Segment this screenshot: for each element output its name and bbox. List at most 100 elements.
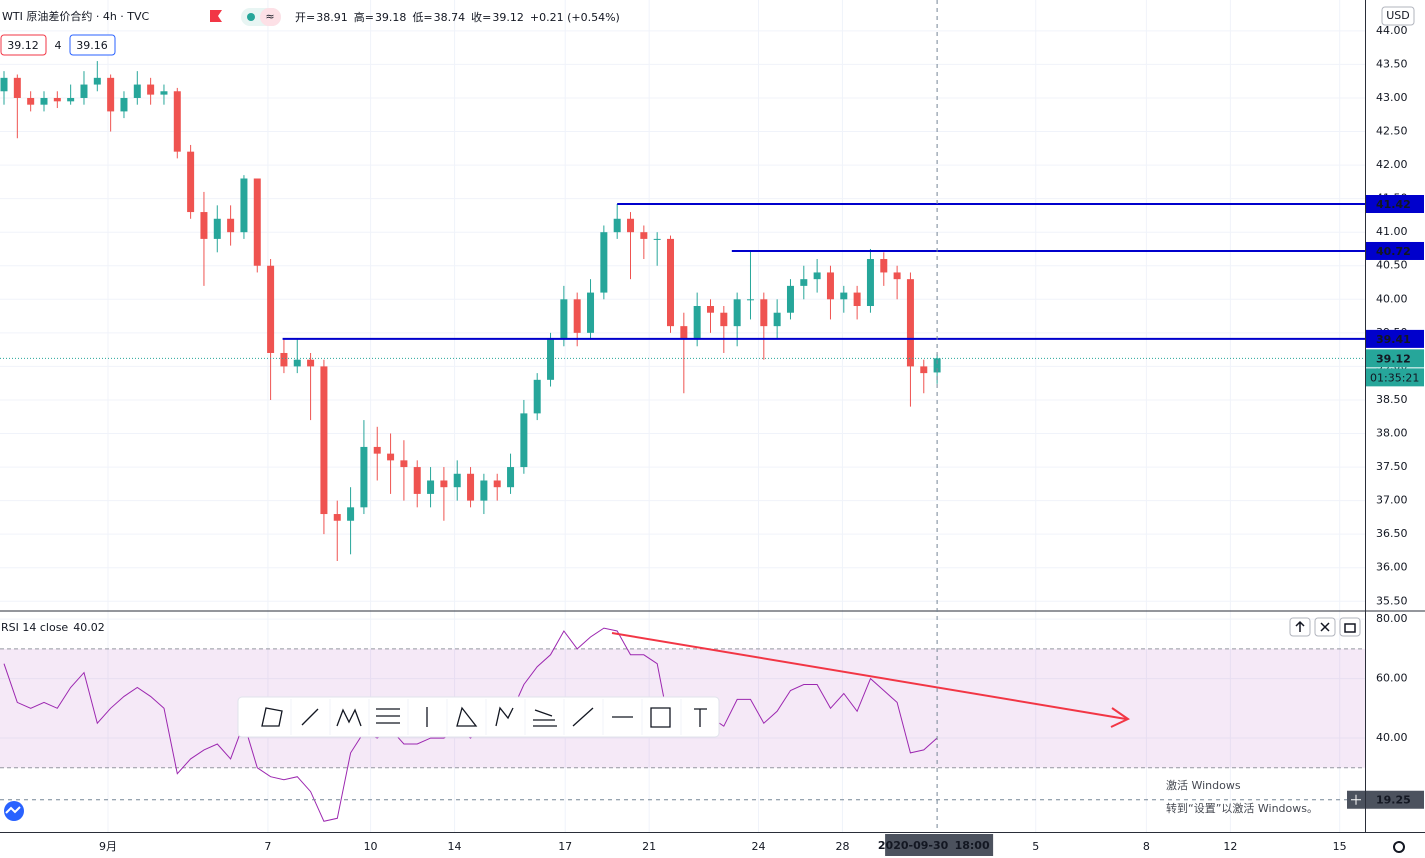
crosshair-time: 18:00 xyxy=(955,839,990,852)
candle-body xyxy=(200,212,208,239)
symbol: WTI 原油差价合约 · 4h · TVC xyxy=(2,9,150,23)
candle-body xyxy=(600,232,608,293)
currency-box xyxy=(1381,6,1415,26)
status-pill-2 xyxy=(260,8,281,26)
candle-body xyxy=(107,77,115,112)
watermark-title: 激活 Windows xyxy=(1166,778,1241,792)
trend-line xyxy=(611,632,1127,720)
candle-body xyxy=(786,285,794,313)
candle-body xyxy=(280,352,288,367)
crosshair-rsi-label: 19.25 xyxy=(1376,794,1411,807)
ohlc-value: 38.91 xyxy=(316,11,348,24)
spread: 4 xyxy=(55,39,62,52)
candle-body xyxy=(67,97,75,102)
toolbar-icon[interactable] xyxy=(261,707,283,727)
rsi-name: RSI 14 close xyxy=(1,621,68,634)
toolbar-icon[interactable] xyxy=(650,707,671,728)
candle-body xyxy=(253,178,261,266)
watermark-text: 转到“设置”以激活 Windows。 xyxy=(1166,801,1318,815)
hline-label-box xyxy=(1366,329,1424,348)
candle-body xyxy=(240,178,248,233)
candle-body xyxy=(120,97,128,112)
candle-body xyxy=(533,379,541,414)
status-approx: ≈ xyxy=(265,10,274,23)
candle-body xyxy=(440,480,448,488)
x-tick-label: 15 xyxy=(1333,840,1347,853)
candle-body xyxy=(227,218,235,233)
candle-body xyxy=(560,299,568,340)
hline-label: 41.42 xyxy=(1376,198,1411,211)
toolbar-icon[interactable] xyxy=(376,708,400,724)
toolbar-icon[interactable] xyxy=(301,708,319,726)
ask-box[interactable] xyxy=(69,34,116,56)
countdown-box xyxy=(1366,368,1424,387)
toolbar-icon[interactable] xyxy=(336,708,362,727)
y-tick-label: 40.00 xyxy=(1376,292,1408,305)
candle-body xyxy=(333,514,341,521)
toolbar-icon[interactable] xyxy=(572,707,594,727)
x-tick-label: 9月 xyxy=(99,840,117,853)
candle-body xyxy=(427,480,435,494)
ohlc-value: 39.18 xyxy=(375,11,407,24)
bid-box[interactable] xyxy=(0,34,47,56)
candle-body xyxy=(760,299,768,327)
toolbar-icon[interactable] xyxy=(533,709,557,727)
candle-body xyxy=(360,446,368,508)
ohlc-label: 收= xyxy=(471,10,491,24)
candle-body xyxy=(640,232,648,239)
currency: USD xyxy=(1386,9,1410,22)
candle-body xyxy=(813,272,821,280)
rsi-tick-label: 40.00 xyxy=(1376,731,1408,744)
candle-body xyxy=(93,77,101,85)
candle-body xyxy=(746,299,754,301)
candle-body xyxy=(493,480,501,488)
last-price-label-box xyxy=(1366,349,1424,368)
candle-body xyxy=(507,467,515,488)
y-tick-label: 42.00 xyxy=(1376,158,1408,171)
pane-button-icon xyxy=(1295,620,1305,632)
candle-body xyxy=(387,453,395,461)
x-tick-label: 12 xyxy=(1223,840,1237,853)
candle-body xyxy=(40,97,48,105)
x-tick-label: 7 xyxy=(264,840,271,853)
rsi-tick-label: 80.00 xyxy=(1376,612,1408,625)
candle-body xyxy=(133,84,141,98)
candle-body xyxy=(293,359,301,367)
logo-wave xyxy=(5,806,21,814)
settings-icon[interactable] xyxy=(1393,841,1405,853)
candle-body xyxy=(160,91,168,95)
candle-body xyxy=(27,97,35,105)
pane-button-icon xyxy=(1344,623,1356,633)
y-tick-label: 40.50 xyxy=(1376,259,1408,272)
y-tick-label: 41.00 xyxy=(1376,225,1408,238)
ohlc-label: 低= xyxy=(412,11,432,24)
candle-body xyxy=(627,218,635,233)
toolbar-icon[interactable] xyxy=(495,706,514,727)
toolbar-icon[interactable] xyxy=(456,706,478,727)
candle-body xyxy=(706,306,714,313)
crosshair-time-box xyxy=(885,834,994,856)
candle-body xyxy=(187,151,195,213)
rsi-value: 40.02 xyxy=(73,621,105,634)
candle-body xyxy=(413,467,421,494)
candle-body xyxy=(320,366,328,515)
candle-body xyxy=(147,84,155,95)
pane-button[interactable] xyxy=(1339,617,1361,637)
candle-body xyxy=(720,312,728,327)
candle-body xyxy=(453,473,461,488)
countdown: 01:35:21 xyxy=(1370,371,1419,384)
candle-body xyxy=(520,413,528,468)
candle-body xyxy=(373,446,381,454)
candle-body xyxy=(53,97,61,102)
crosshair-date: 2020-09-30 xyxy=(878,839,949,852)
y-tick-label: 38.00 xyxy=(1376,427,1408,440)
candle-body xyxy=(213,218,221,239)
candle-body xyxy=(400,460,408,468)
pane-button-icon xyxy=(1320,622,1330,632)
drawing-toolbar[interactable] xyxy=(237,696,720,738)
x-tick-label: 21 xyxy=(642,840,656,853)
toolbar-icon[interactable] xyxy=(694,708,707,727)
candle-body xyxy=(853,292,861,307)
candle-body xyxy=(693,306,701,340)
